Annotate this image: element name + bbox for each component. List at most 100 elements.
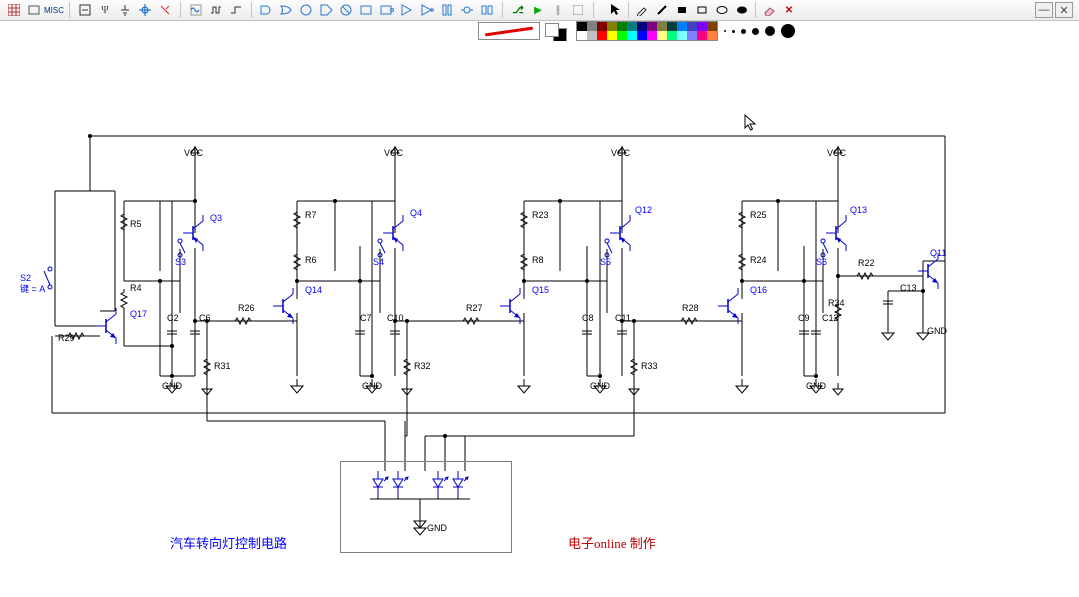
gate-7[interactable] [377, 0, 397, 20]
swatch[interactable] [707, 31, 717, 40]
swatch[interactable] [597, 22, 607, 31]
gate-5[interactable] [337, 0, 357, 20]
gate-11[interactable] [457, 0, 477, 20]
lineweight-dot[interactable] [752, 28, 759, 35]
current-colors[interactable] [542, 22, 574, 40]
btn-rect[interactable] [692, 0, 712, 20]
swatch[interactable] [687, 22, 697, 31]
btn-ellipse-fill[interactable] [732, 0, 752, 20]
btn-close[interactable]: ✕ [1055, 2, 1073, 18]
toolbar-main: MISC Ψ ⎇ ▶ ∥ [0, 0, 1079, 21]
btn-step[interactable] [226, 0, 246, 20]
tb-group-probe: Ψ [73, 0, 177, 20]
btn-wave1[interactable] [186, 0, 206, 20]
lineweight-dot[interactable] [765, 26, 775, 36]
swatch[interactable] [657, 22, 667, 31]
btn-ant[interactable]: Ψ [95, 0, 115, 20]
lineweight-dot[interactable] [732, 30, 735, 33]
swatch[interactable] [577, 22, 587, 31]
swatch[interactable] [627, 22, 637, 31]
swatch[interactable] [667, 31, 677, 40]
gate-9[interactable] [417, 0, 437, 20]
swatch[interactable] [687, 31, 697, 40]
swatch[interactable] [627, 31, 637, 40]
line-weight-picker[interactable] [724, 24, 795, 38]
swatch[interactable] [637, 22, 647, 31]
swatch[interactable] [637, 31, 647, 40]
btn-run[interactable]: ▶ [528, 0, 548, 20]
svg-text:R26: R26 [238, 303, 255, 313]
tb-group-run: ⎇ ▶ ∥ [506, 0, 590, 20]
schematic-canvas[interactable]: S2键 = AR29Q17R5R4C2C6S3Q3R26R31Q14R7R6C7… [0, 41, 1079, 597]
btn-grid[interactable] [4, 0, 24, 20]
swatch[interactable] [697, 31, 707, 40]
swatch[interactable] [617, 31, 627, 40]
btn-eraser[interactable] [759, 0, 779, 20]
gate-1[interactable] [257, 0, 277, 20]
swatch[interactable] [707, 22, 717, 31]
tb-group-draw: ✕ [603, 0, 801, 20]
btn-target[interactable] [135, 0, 155, 20]
gate-4[interactable] [317, 0, 337, 20]
swatch[interactable] [647, 22, 657, 31]
svg-text:VCC: VCC [827, 148, 847, 158]
svg-text:VCC: VCC [384, 148, 404, 158]
swatch[interactable] [597, 31, 607, 40]
svg-text:C7: C7 [360, 313, 372, 323]
swatch[interactable] [587, 31, 597, 40]
swatch[interactable] [607, 31, 617, 40]
swatch[interactable] [607, 22, 617, 31]
svg-text:C11: C11 [615, 313, 631, 323]
gate-12[interactable] [477, 0, 497, 20]
gate-8[interactable] [397, 0, 417, 20]
tb-group-gates [255, 0, 499, 20]
btn-line[interactable] [652, 0, 672, 20]
svg-text:GND: GND [806, 381, 827, 391]
svg-text:键 = A: 键 = A [20, 283, 45, 294]
mouse-cursor-icon [744, 114, 758, 136]
gate-3[interactable] [297, 0, 317, 20]
swatch[interactable] [667, 22, 677, 31]
schematic-svg: S2键 = AR29Q17R5R4C2C6S3Q3R26R31Q14R7R6C7… [0, 41, 1079, 597]
swatch[interactable] [677, 22, 687, 31]
btn-sq[interactable] [206, 0, 226, 20]
tb-group-file: MISC [2, 0, 66, 20]
btn-rect-fill[interactable] [672, 0, 692, 20]
svg-text:R32: R32 [414, 361, 431, 371]
swatch[interactable] [577, 31, 587, 40]
led-group-box [340, 461, 512, 553]
btn-probe[interactable] [75, 0, 95, 20]
btn-min[interactable]: — [1035, 2, 1053, 18]
swatch[interactable] [587, 22, 597, 31]
btn-ellipse[interactable] [712, 0, 732, 20]
btn-select[interactable] [605, 0, 625, 20]
lineweight-dot[interactable] [741, 29, 746, 34]
swatch[interactable] [677, 31, 687, 40]
swatch[interactable] [617, 22, 627, 31]
btn-pause[interactable]: ∥ [548, 0, 568, 20]
btn-stop[interactable] [568, 0, 588, 20]
color-palette[interactable] [576, 21, 718, 41]
swatch[interactable] [697, 22, 707, 31]
stroke-preview[interactable] [478, 22, 540, 40]
btn-text-misc[interactable]: MISC [44, 0, 64, 20]
gate-2[interactable] [277, 0, 297, 20]
svg-text:C9: C9 [798, 313, 810, 323]
swatch[interactable] [657, 31, 667, 40]
svg-text:S4: S4 [373, 257, 384, 267]
btn-pencil[interactable] [632, 0, 652, 20]
lineweight-dot[interactable] [724, 30, 726, 32]
btn-gnd[interactable] [115, 0, 135, 20]
btn-clear[interactable]: ✕ [779, 0, 799, 20]
svg-text:S5: S5 [600, 257, 611, 267]
gate-10[interactable] [437, 0, 457, 20]
svg-text:R22: R22 [858, 258, 875, 268]
palette-row [0, 21, 1079, 41]
svg-text:R8: R8 [532, 255, 544, 265]
btn-fork[interactable] [155, 0, 175, 20]
lineweight-dot[interactable] [781, 24, 795, 38]
btn-compile[interactable]: ⎇ [508, 0, 528, 20]
btn-frame[interactable] [24, 0, 44, 20]
swatch[interactable] [647, 31, 657, 40]
gate-6[interactable] [357, 0, 377, 20]
